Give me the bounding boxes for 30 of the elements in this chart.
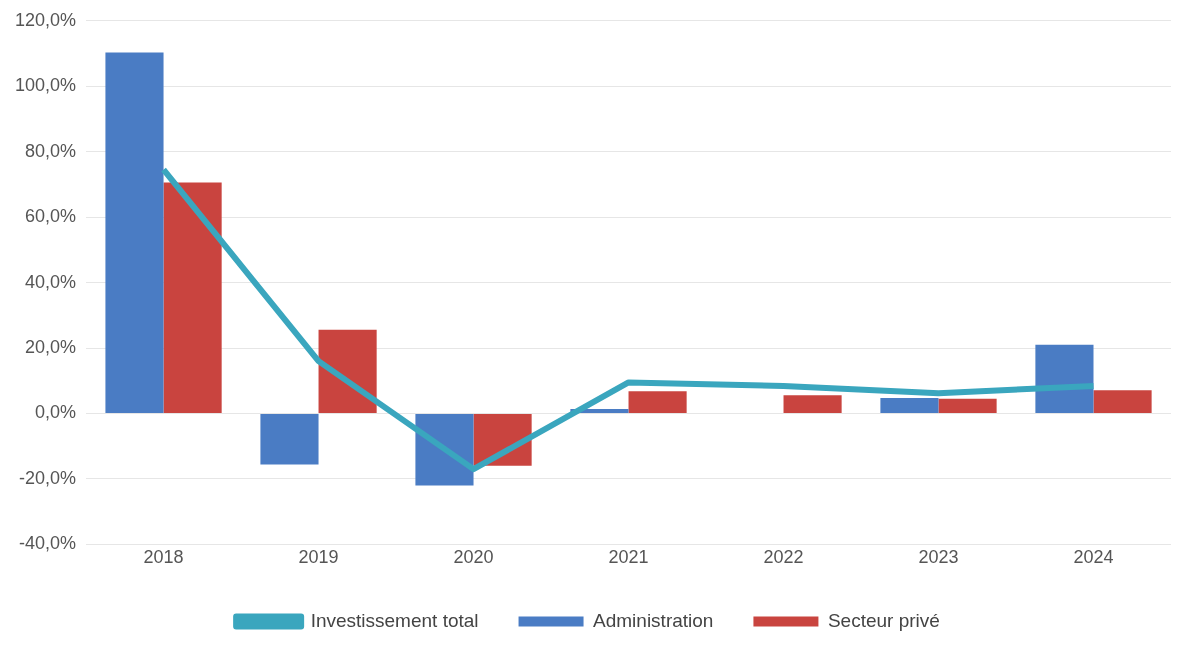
bar [783, 395, 842, 413]
x-tick-label: 2022 [763, 547, 804, 568]
bar [415, 414, 474, 486]
legend-label: Investissement total [310, 609, 479, 631]
x-tick-label: 2024 [1073, 547, 1114, 568]
y-tick-label: 100,0% [14, 75, 77, 96]
y-tick-label: 20,0% [25, 337, 77, 358]
y-tick-label: 60,0% [25, 206, 77, 227]
bar [938, 398, 997, 413]
bar [628, 391, 687, 413]
bar [880, 398, 939, 413]
bar [1093, 390, 1152, 413]
bar [1035, 344, 1094, 413]
legend-label: Secteur privé [827, 609, 940, 631]
y-tick-label: -20,0% [19, 467, 77, 488]
x-tick-label: 2020 [453, 547, 494, 568]
y-tick-label: 40,0% [25, 271, 77, 292]
x-tick-label: 2023 [918, 547, 959, 568]
y-tick-label: -40,0% [19, 533, 77, 554]
x-tick-label: 2021 [608, 547, 649, 568]
bar [163, 182, 222, 413]
legend-label: Administration [593, 609, 714, 631]
y-tick-label: 0,0% [35, 402, 77, 423]
x-tick-label: 2019 [298, 547, 339, 568]
bar [105, 52, 164, 413]
bar [318, 329, 377, 413]
y-tick-label: 120,0% [14, 9, 77, 30]
bar [260, 414, 319, 465]
x-tick-label: 2018 [143, 547, 184, 568]
y-tick-label: 80,0% [25, 140, 77, 161]
